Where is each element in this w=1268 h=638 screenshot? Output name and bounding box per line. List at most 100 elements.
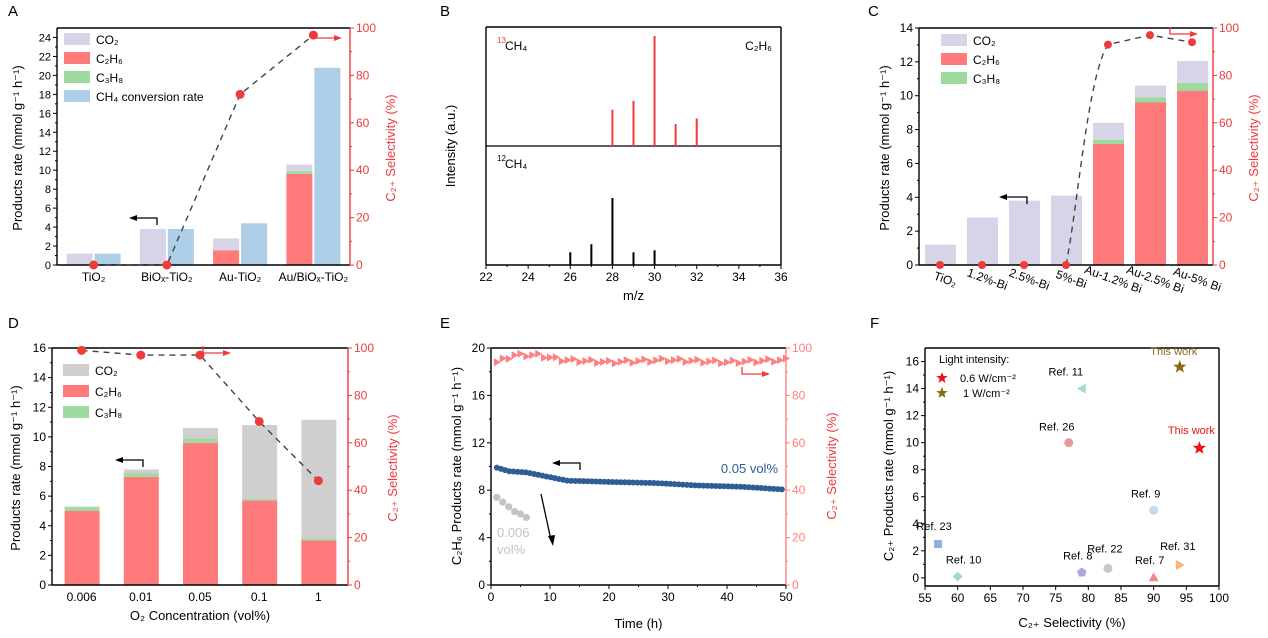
bar-C₃H₈	[1135, 97, 1166, 103]
selectivity-point	[606, 356, 613, 365]
selectivity-point	[777, 356, 785, 365]
bar-CO₂	[242, 425, 278, 500]
y-tick-label: 8	[478, 483, 485, 497]
selectivity-point	[89, 260, 99, 270]
left-arrow-line	[1003, 196, 1028, 204]
y2-tick-label: 100	[1219, 21, 1239, 35]
bar-CO₂	[183, 427, 218, 439]
x-tick-label: 22	[479, 270, 493, 284]
legend-swatch	[63, 364, 89, 376]
y2-tick-label: 0	[792, 578, 799, 592]
x-tick-label: 30	[661, 590, 675, 604]
panel-c-chart: 0 2 4 6 8 10 12 14 0 20 40 60 80 100 TiO₂ 1.2%-Bi2.5%-B…	[877, 21, 1261, 296]
y-tick-label: 14	[39, 127, 51, 139]
panel-label: C	[868, 3, 879, 20]
selectivity-point	[729, 356, 737, 365]
x-axis-title: C₂₊ Selectivity (%)	[1018, 615, 1125, 630]
right-arrow-line	[741, 367, 766, 375]
y2-tick-label: 40	[354, 483, 368, 497]
legend-label: CO₂	[96, 33, 119, 47]
x-tick-label: 0	[488, 590, 495, 604]
selectivity-point	[541, 353, 549, 362]
selectivity-point	[600, 357, 608, 366]
bar-C₂H₆	[301, 540, 337, 585]
legend-title: Light intensity:	[939, 354, 1009, 366]
y2-tick-label: 20	[1219, 211, 1233, 225]
selectivity-point	[765, 355, 773, 364]
legend-label: 0.6 W/cm⁻²	[960, 373, 1016, 385]
y-tick-label: 8	[912, 463, 919, 477]
rate-point-0.006	[499, 498, 507, 506]
panel-label: F	[870, 315, 879, 332]
y-tick-label: 4	[39, 519, 46, 533]
x-tick-label: 30	[648, 270, 662, 284]
y-tick-label: 8	[45, 184, 51, 196]
legend-star-red-icon	[936, 372, 948, 383]
bar-C₂H₆	[183, 442, 218, 585]
bar-CO₂	[967, 217, 998, 265]
selectivity-point	[1062, 261, 1070, 269]
x-tick-label: 36	[774, 270, 788, 284]
rate-point-0.006	[522, 513, 531, 522]
y-tick-label: 4	[45, 222, 51, 234]
selectivity-point	[712, 356, 720, 365]
y2-tick-label: 80	[354, 388, 368, 402]
y-tick-label: 12	[906, 409, 920, 423]
left-arrow-line	[119, 459, 144, 467]
legend-star-gold-icon	[936, 387, 948, 398]
panel-f-chart: 0 2 4 6 8 10 12 14 16 55 60 65 70 75 80 85 90 95 100 This w…	[881, 346, 1229, 630]
bar-CO₂	[1009, 200, 1040, 265]
y-tick-label: 10	[906, 436, 920, 450]
y-tick-label: 10	[900, 89, 914, 103]
selectivity-point	[682, 357, 690, 366]
y-tick-label: 20	[39, 70, 51, 82]
selectivity-point	[235, 89, 245, 99]
rate-point-0.006	[505, 503, 513, 511]
data-point-label: This work	[1150, 346, 1198, 358]
y-tick-label: 4	[478, 531, 485, 545]
legend-label: C₃H₈	[973, 72, 1000, 86]
y2-tick-label: 20	[354, 531, 368, 545]
data-point-marker	[934, 540, 943, 549]
y2-tick-label: 80	[356, 68, 370, 82]
y-tick-label: 0	[45, 260, 51, 272]
annotation-0.006: 0.006	[497, 525, 530, 540]
selectivity-point	[659, 354, 667, 363]
y-tick-label: 4	[912, 517, 919, 531]
selectivity-point	[499, 354, 507, 363]
panel-label: B	[440, 3, 450, 20]
selectivity-point	[505, 354, 513, 363]
selectivity-point	[552, 353, 560, 362]
y-tick-label: 2	[912, 544, 919, 558]
data-point-label: Ref. 7	[1135, 555, 1164, 567]
bar-CO₂	[925, 244, 956, 265]
label-12-superscript: 12	[497, 154, 506, 163]
y2-axis-title: C₂₊ Selectivity (%)	[385, 414, 400, 521]
x-tick-label: BiOₓ-TiO₂	[141, 270, 193, 284]
selectivity-point	[588, 355, 596, 364]
x-tick-label: 0.05	[188, 590, 212, 604]
right-arrow-head	[762, 371, 770, 377]
y-tick-label: 0	[906, 258, 913, 272]
x-tick-label: Au/BiOₓ-TiO₂	[279, 270, 349, 284]
selectivity-point	[313, 476, 323, 486]
bar-C₃H₈	[1177, 83, 1208, 91]
selectivity-point	[582, 357, 590, 366]
right-arrow-line	[202, 346, 227, 354]
y-tick-label: 10	[39, 165, 51, 177]
selectivity-point	[1020, 261, 1028, 269]
y-tick-label: 4	[906, 190, 913, 204]
data-point-label: Ref. 23	[916, 521, 951, 533]
y2-tick-label: 0	[356, 258, 363, 272]
y-tick-label: 12	[33, 400, 47, 414]
legend-swatch	[64, 52, 90, 64]
species-label: C₂H₆	[745, 39, 772, 53]
legend-label: CO₂	[95, 364, 118, 378]
selectivity-point	[195, 350, 205, 360]
y-tick-label: 0	[39, 578, 46, 592]
y-tick-label: 22	[39, 51, 51, 63]
bar-CO₂	[286, 164, 313, 172]
selectivity-point	[694, 355, 702, 364]
selectivity-point	[724, 358, 731, 367]
x-axis-title: Time (h)	[615, 616, 663, 631]
